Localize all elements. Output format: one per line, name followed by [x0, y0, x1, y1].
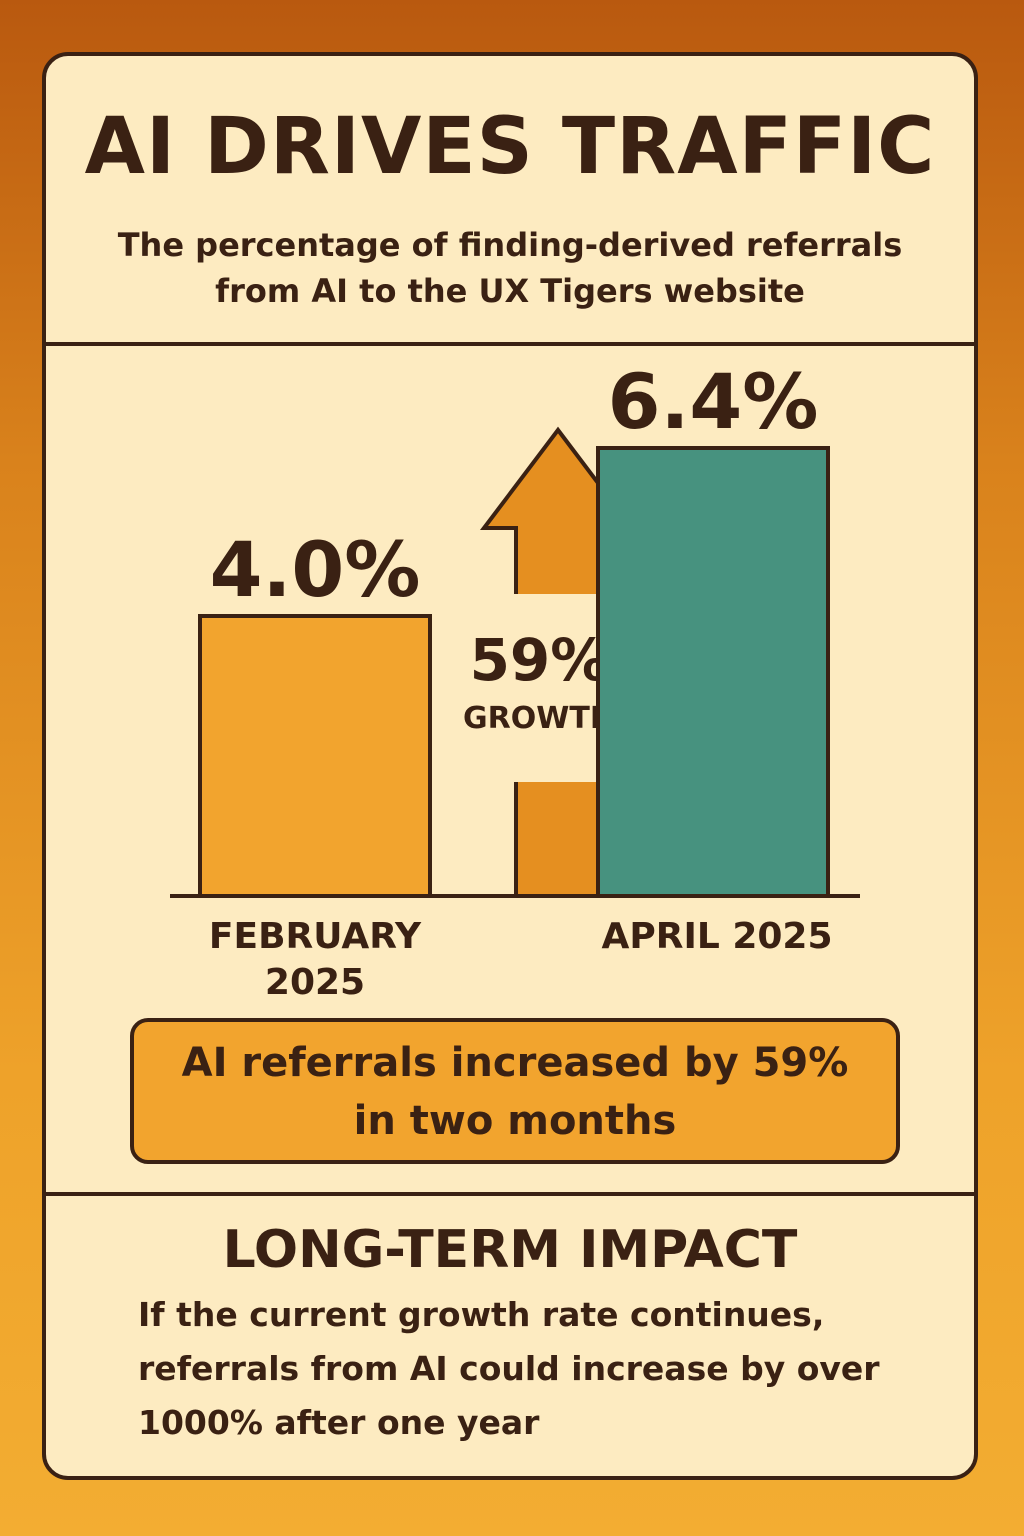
- top-divider: [46, 342, 974, 346]
- impact-title: LONG-TERM IMPACT: [222, 1220, 798, 1280]
- value-label-1: 4.0%: [210, 525, 421, 614]
- bottom-divider: [46, 1192, 974, 1196]
- growth-label: GROWTH: [463, 701, 615, 736]
- bar-2: [596, 446, 830, 898]
- page-subtitle: The percentage of finding-derived referr…: [117, 226, 903, 310]
- bar-1: [198, 614, 432, 898]
- category-label-2: APRIL 2025: [601, 916, 832, 957]
- value-label-2: 6.4%: [608, 357, 819, 446]
- impact-body: If the current growth rate continues, re…: [138, 1295, 880, 1442]
- growth-value: 59%: [470, 626, 609, 694]
- infographic-card: AI DRIVES TRAFFIC The percentage of find…: [42, 52, 978, 1480]
- bar-chart: 59% GROWTH 4.0% FEBRUARY 2025 6.4% APRIL 2025: [170, 357, 860, 1003]
- category-label-1: FEBRUARY 2025: [209, 916, 422, 1003]
- page-title: AI DRIVES TRAFFIC: [84, 102, 936, 192]
- growth-callout: AI referrals increased by 59% in two mon…: [130, 1018, 900, 1164]
